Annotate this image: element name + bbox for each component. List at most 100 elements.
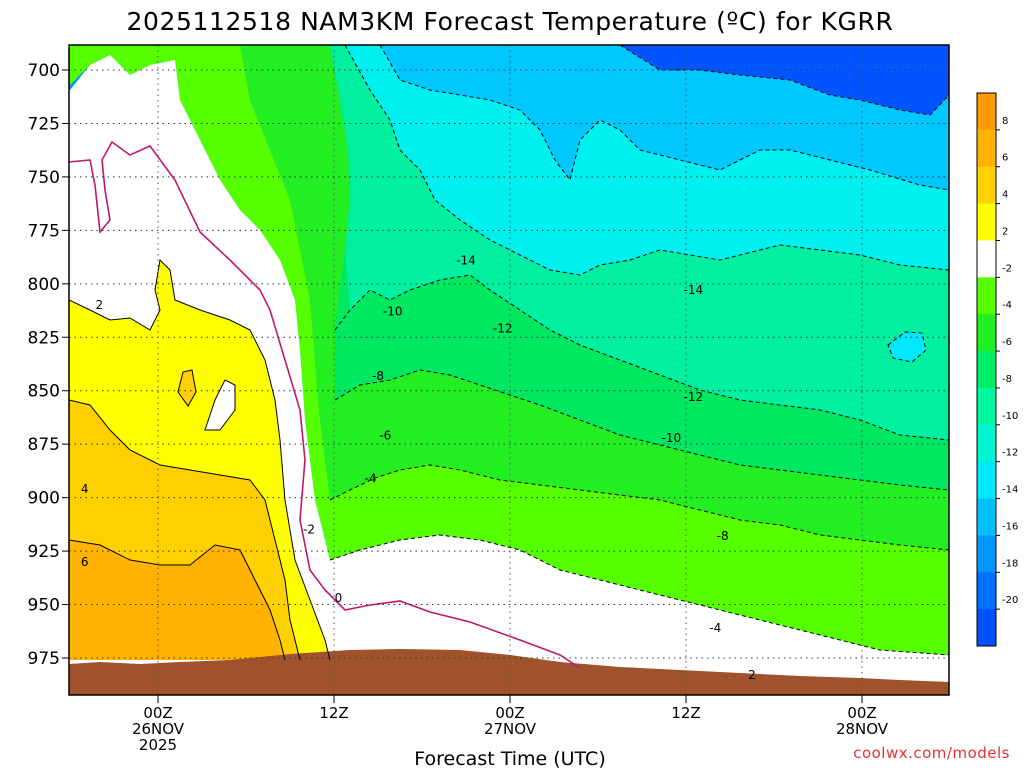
colorbar-label: -8 [1002,374,1012,385]
band-bright-green [240,45,949,550]
colorbar-label: -10 [1002,411,1018,422]
ground-terrain [69,649,949,695]
contour-label: -12 [684,390,704,404]
temperature-field [69,45,949,695]
colorbar-swatch [977,93,996,131]
colorbar-swatch [977,166,996,205]
colorbar-swatch [977,314,996,352]
x-tick-label: 12Z [319,704,348,722]
contour-label: -2 [303,523,315,537]
colorbar-swatch [977,461,996,500]
colorbar-swatch [977,129,996,168]
y-tick-label: 850 [28,382,60,402]
isotherm-4 [69,399,301,661]
band-light-green [70,45,949,655]
grid [69,45,949,695]
contour-label: 0 [335,591,343,605]
y-tick-label: 700 [28,61,60,81]
x-tick-label: 28NOV [836,720,889,738]
colorbar-swatch [977,609,996,647]
colorbar-label: -4 [1002,300,1012,311]
y-axis: 700 725 750 775 800 825 850 875 900 925 950 975 [28,61,69,669]
contour-label-layer: 2 4 6 0 -2 -4 -6 -8 -10 -12 -14 -14 -12 -10 -8 -4 2 [81,253,756,682]
isotherm-minus14 [619,45,949,116]
y-tick-label: 900 [28,489,60,509]
y-tick-label: 975 [28,649,60,669]
contour-label: -4 [365,471,377,485]
band-cyan [345,45,949,275]
colorbar-label: -2 [1002,263,1012,274]
isotherm-minus2 [329,534,949,656]
band-teal-green [330,45,949,440]
x-tick-label: 00Z [143,704,172,722]
y-tick-label: 725 [28,114,60,134]
colorbar-label: -18 [1002,558,1018,569]
y-tick-label: 875 [28,435,60,455]
colorbar-swatch [977,424,996,463]
warm-pocket [204,379,236,431]
contour-label: 6 [81,555,89,569]
y-tick-label: 950 [28,596,60,616]
contour-label: 2 [748,668,756,682]
plot-frame [68,44,950,696]
band-green [335,250,949,490]
isotherm-minus12 [379,45,949,191]
colorbar-swatch [977,535,996,573]
credit-link[interactable]: coolwx.com/models [853,744,1010,762]
band-dark-blue [620,45,949,115]
contour-lines [69,45,949,669]
colorbar-swatch [977,277,996,315]
warm-pocket-small [177,369,197,407]
band-orange [69,540,285,660]
x-tick-label: 26NOV [132,720,185,738]
contour-label: -8 [372,369,384,383]
colorbar-label: -20 [1002,595,1018,606]
contour-label: 4 [81,482,89,496]
y-tick-label: 750 [28,168,60,188]
colorbar-label: -12 [1002,448,1018,459]
x-tick-label: 00Z [847,704,876,722]
y-tick-label: 925 [28,542,60,562]
isotherm-minus10 [344,45,949,276]
colorbar-label: 2 [1002,226,1008,237]
colorbar-swatch [977,572,996,610]
colorbar: 8 6 4 2 -2 -4 -6 -8 -10 -12 -14 -16 -18 -20 [976,92,1018,647]
contour-label: -12 [493,322,513,336]
contour-label: -14 [456,253,476,267]
colorbar-label: -6 [1002,337,1012,348]
colorbar-swatch [977,240,996,278]
colorbar-swatch [977,498,996,536]
isotherm-minus4 [329,464,949,551]
y-tick-label: 825 [28,328,60,348]
chart-title: 2025112518 NAM3KM Forecast Temperature (… [127,7,894,36]
contour-label: -10 [662,431,682,445]
colorbar-label: 6 [1002,153,1008,164]
x-tick-label: 12Z [671,704,700,722]
contour-label: -4 [709,621,721,635]
isotherm-minus6 [334,369,949,491]
contour-label: -6 [379,429,391,443]
x-tick-label: 2025 [139,736,177,754]
contour-label: 2 [96,298,104,312]
cold-pocket [887,331,927,363]
band-light-blue [380,45,949,190]
colorbar-swatch [977,351,996,389]
colorbar-swatch [977,387,996,426]
x-tick-label: 00Z [495,704,524,722]
colorbar-label: -14 [1002,485,1018,496]
colorbar-label: 4 [1002,190,1008,201]
isotherm-6 [69,539,286,661]
colorbar-label: 8 [1002,116,1008,127]
colorbar-swatch [977,203,996,241]
isotherm-2 [69,258,331,661]
y-tick-label: 800 [28,275,60,295]
y-tick-label: 775 [28,221,60,241]
contour-label: -10 [383,305,403,319]
x-axis-label: Forecast Time (UTC) [414,748,605,768]
colorbar-label: -16 [1002,521,1018,532]
contour-label: -8 [717,529,729,543]
x-tick-label: 27NOV [484,720,537,738]
contour-label: -14 [684,283,704,297]
